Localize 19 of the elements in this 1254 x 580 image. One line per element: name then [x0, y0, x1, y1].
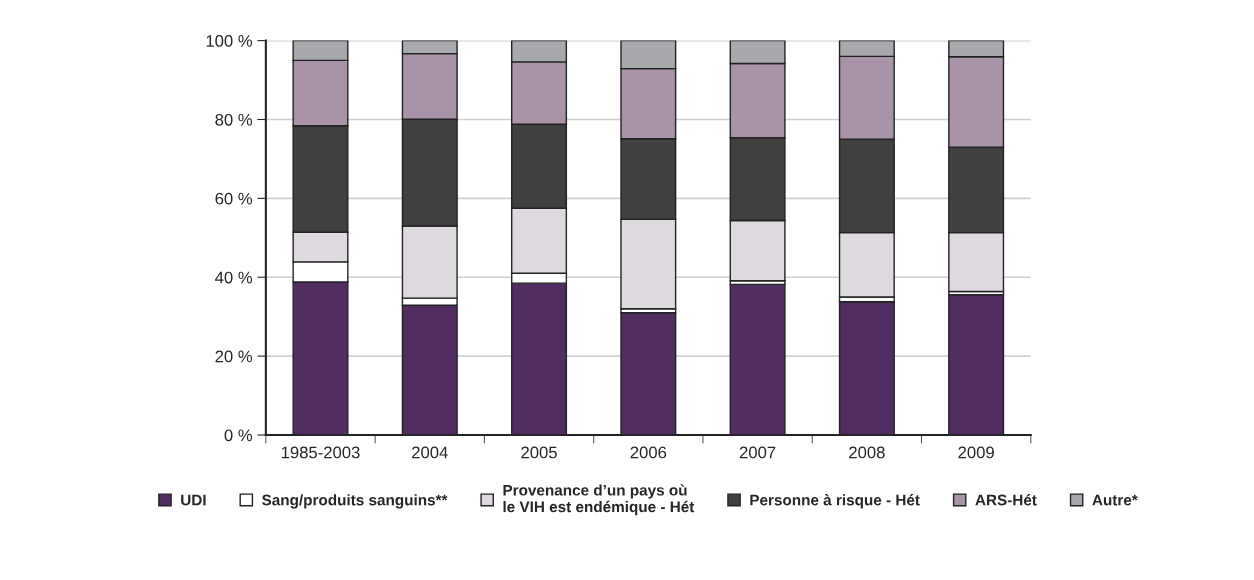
legend-label: Sang/produits sanguins**	[262, 494, 448, 509]
x-tick-label: 2009	[958, 446, 994, 459]
x-tick-label: 2006	[630, 446, 667, 459]
y-tick-label: 40 %	[215, 271, 253, 284]
legend-label: ARS-Hét	[975, 494, 1037, 506]
x-tick-label: 2005	[521, 446, 557, 459]
y-tick-label: 100 %	[206, 35, 253, 47]
x-tick-label: 2007	[739, 446, 776, 459]
x-tick-label: 2004	[412, 446, 448, 459]
x-tick-label: 2008	[849, 446, 885, 459]
y-tick-label: 20 %	[215, 350, 253, 363]
x-tick-label: 1985-2003	[281, 446, 360, 459]
y-tick-label: 60 %	[215, 192, 253, 205]
legend-label: UDI	[181, 494, 206, 506]
legend-label: Autre*	[1092, 494, 1138, 506]
legend-label: Provenance d’un pays où le VIH est endémique - Hét	[503, 484, 695, 516]
legend-label: Personne à risque - Hét	[750, 494, 920, 509]
y-tick-label: 0 %	[224, 429, 253, 442]
y-tick-label: 80 %	[215, 113, 253, 126]
